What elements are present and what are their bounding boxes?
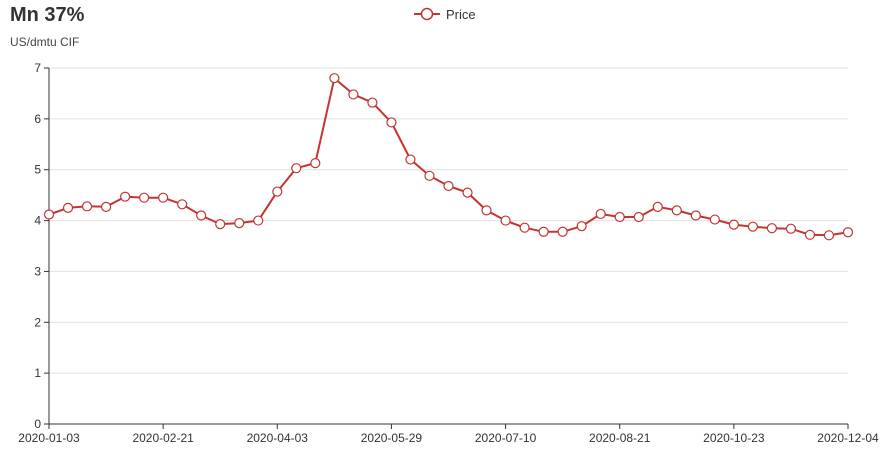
x-tick-label: 2020-04-03 <box>247 431 309 445</box>
data-point <box>329 73 340 84</box>
data-point <box>196 210 207 221</box>
x-tick-label: 2020-08-21 <box>589 431 651 445</box>
y-tick-label: 7 <box>34 61 41 75</box>
data-point <box>81 201 93 212</box>
data-point <box>614 211 625 223</box>
data-point <box>253 215 264 226</box>
data-point <box>500 215 511 226</box>
legend-label: Price <box>446 6 476 22</box>
y-tick-label: 3 <box>34 264 41 278</box>
data-point <box>519 222 530 233</box>
data-point <box>272 186 283 197</box>
data-point <box>766 223 778 234</box>
data-point <box>538 226 549 237</box>
data-point <box>234 218 245 229</box>
data-point <box>690 210 701 221</box>
data-point <box>139 192 150 203</box>
data-point <box>652 201 663 212</box>
data-point <box>804 229 816 240</box>
data-point <box>671 205 682 216</box>
y-tick-label: 6 <box>34 112 41 126</box>
data-point <box>386 117 397 128</box>
data-point <box>177 199 188 210</box>
data-point <box>291 163 302 174</box>
data-point <box>43 209 55 220</box>
y-tick-label: 4 <box>34 214 41 228</box>
data-point <box>557 226 568 237</box>
chart-title: Mn 37% <box>10 4 85 26</box>
data-point <box>100 201 112 212</box>
data-point <box>405 154 416 165</box>
data-point <box>119 191 131 202</box>
x-tick-label: 2020-01-03 <box>18 431 80 445</box>
data-point <box>348 89 359 100</box>
data-point <box>367 97 378 108</box>
data-point <box>443 180 454 192</box>
x-tick-label: 2020-02-21 <box>132 431 194 445</box>
data-point <box>747 221 758 232</box>
legend-swatch-icon <box>414 7 440 21</box>
data-point <box>481 205 492 216</box>
y-axis-unit-label: US/dmtu CIF <box>10 35 80 49</box>
y-tick-label: 0 <box>34 417 41 431</box>
x-tick-label: 2020-10-23 <box>703 431 765 445</box>
data-point <box>709 214 720 225</box>
data-point <box>215 219 226 230</box>
data-point <box>728 219 739 230</box>
y-tick-label: 5 <box>34 163 41 177</box>
data-point <box>462 187 473 198</box>
data-point <box>823 230 835 241</box>
data-point <box>576 221 587 232</box>
y-tick-label: 1 <box>34 366 41 380</box>
x-tick-label: 2020-05-29 <box>361 431 423 445</box>
series-line-price <box>48 77 849 237</box>
data-point <box>842 227 854 238</box>
x-tick-label: 2020-12-04 <box>817 431 879 445</box>
legend-item-price[interactable]: Price <box>414 6 476 22</box>
data-point <box>595 208 606 220</box>
data-point <box>785 223 797 234</box>
data-point <box>633 211 644 223</box>
data-point <box>424 170 435 181</box>
data-point <box>310 158 321 169</box>
data-point <box>158 192 169 203</box>
y-tick-label: 2 <box>34 315 41 329</box>
data-point <box>62 202 74 213</box>
x-tick-label: 2020-07-10 <box>475 431 537 445</box>
